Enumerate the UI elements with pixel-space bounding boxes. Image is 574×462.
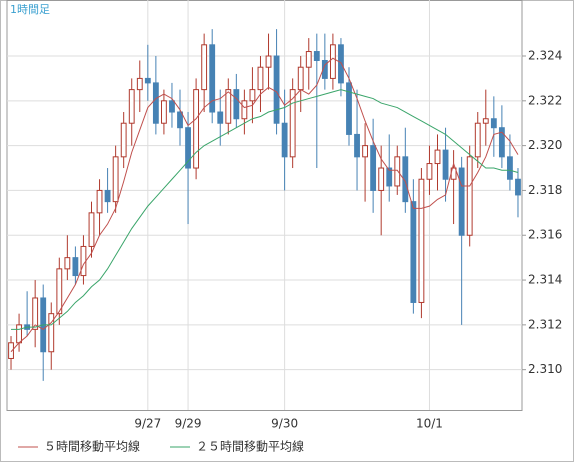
candle-body bbox=[209, 44, 216, 113]
candle-body bbox=[346, 82, 352, 135]
candle-body bbox=[354, 133, 360, 158]
plot-area bbox=[6, 0, 523, 411]
candle-body bbox=[249, 89, 256, 102]
candle-body bbox=[394, 156, 401, 187]
candle-body bbox=[161, 100, 167, 124]
candle-body bbox=[225, 89, 232, 124]
candle-body bbox=[305, 51, 312, 68]
candle-body bbox=[386, 167, 393, 187]
candle-body bbox=[32, 297, 39, 330]
y-tick-label: 2.324 bbox=[528, 49, 562, 63]
candle-body bbox=[120, 122, 127, 158]
candle-body bbox=[233, 89, 240, 120]
candle-body bbox=[466, 156, 473, 236]
candle-body bbox=[289, 89, 296, 158]
candle-body bbox=[442, 149, 449, 180]
candle-body bbox=[498, 127, 505, 158]
candle-body bbox=[112, 156, 119, 203]
candle-body bbox=[185, 127, 191, 169]
candle-body bbox=[193, 89, 200, 169]
candle-body bbox=[152, 82, 159, 124]
candle-body bbox=[128, 89, 135, 124]
candle-body bbox=[265, 55, 272, 68]
candle-body bbox=[378, 167, 385, 191]
x-tick-label: 9/27 bbox=[134, 417, 161, 431]
candle-body bbox=[104, 189, 111, 203]
ma-line bbox=[10, 57, 519, 353]
x-tick-label: 10/1 bbox=[416, 417, 443, 431]
x-tick-label: 9/30 bbox=[271, 417, 298, 431]
candle-body bbox=[8, 342, 14, 359]
candle-body bbox=[338, 44, 344, 84]
candle-body bbox=[241, 100, 248, 120]
candle-body bbox=[56, 268, 63, 315]
candle-body bbox=[64, 257, 71, 270]
candle-body bbox=[482, 118, 489, 124]
y-tick-label: 2.316 bbox=[528, 228, 562, 242]
y-tick-label: 2.310 bbox=[528, 362, 562, 376]
candle-body bbox=[474, 122, 481, 158]
candle-body bbox=[458, 167, 465, 236]
x-tick-label: 9/29 bbox=[175, 417, 202, 431]
candle-body bbox=[273, 55, 280, 124]
candle-body bbox=[321, 59, 328, 79]
candle-body bbox=[16, 324, 22, 344]
candle-body bbox=[217, 111, 224, 124]
candle-body bbox=[515, 178, 521, 196]
candle-body bbox=[88, 212, 95, 247]
candle-body bbox=[313, 51, 320, 61]
y-tick-label: 2.312 bbox=[528, 317, 562, 331]
candle-body bbox=[281, 122, 288, 158]
candle-body bbox=[402, 156, 409, 203]
candle-body bbox=[507, 156, 513, 180]
candle-body bbox=[362, 145, 368, 158]
candle-body bbox=[297, 66, 304, 91]
candle-body bbox=[329, 44, 336, 79]
y-tick-label: 2.322 bbox=[528, 93, 562, 107]
candle-body bbox=[177, 111, 183, 129]
candle-body bbox=[257, 66, 264, 91]
y-tick-label: 2.314 bbox=[528, 273, 562, 287]
candle-body bbox=[201, 44, 208, 91]
candle-body bbox=[144, 77, 151, 84]
candle-body bbox=[410, 201, 417, 303]
candle-body bbox=[48, 313, 55, 353]
ma-line bbox=[11, 89, 519, 330]
candle-body bbox=[434, 149, 441, 165]
candle-body bbox=[426, 163, 433, 180]
legend-label: ２５時間移動平均線 bbox=[196, 439, 304, 454]
legend-label: ５時間移動平均線 bbox=[44, 439, 140, 454]
y-tick-label: 2.318 bbox=[528, 183, 562, 197]
candle-body bbox=[490, 118, 497, 129]
candle-body bbox=[96, 189, 103, 214]
candle-body bbox=[72, 257, 79, 277]
candle-body bbox=[80, 245, 87, 277]
candle-body bbox=[169, 100, 175, 113]
chart-title: 1時間足 bbox=[10, 3, 50, 16]
candle-body bbox=[370, 145, 377, 191]
candle-body bbox=[136, 77, 143, 91]
y-tick-label: 2.320 bbox=[528, 138, 562, 152]
candle-body bbox=[418, 178, 425, 303]
